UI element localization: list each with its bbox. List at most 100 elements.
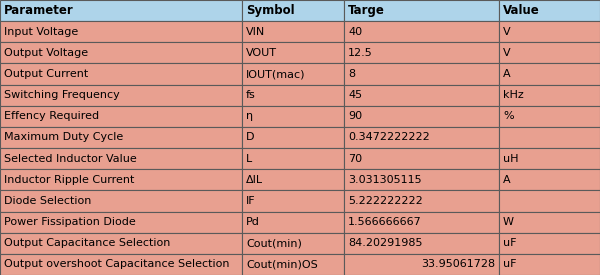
Bar [242,190,344,211]
Bar [0,85,242,106]
Text: V: V [503,27,511,37]
Text: Diode Selection: Diode Selection [4,196,91,206]
Bar [0,21,242,42]
Text: 0.3472222222: 0.3472222222 [348,133,430,142]
Text: V: V [503,48,511,58]
Text: Input Voltage: Input Voltage [4,27,78,37]
Bar [0,127,242,148]
Text: A: A [503,175,511,185]
Text: Value: Value [503,4,540,17]
Text: Power Fissipation Diode: Power Fissipation Diode [4,217,136,227]
Text: 90: 90 [348,111,362,121]
Text: 8: 8 [348,69,355,79]
Bar [0,169,242,190]
Text: 40: 40 [348,27,362,37]
Text: 70: 70 [348,154,362,164]
Bar [344,64,499,85]
Bar [499,148,600,169]
Text: Selected Inductor Value: Selected Inductor Value [4,154,137,164]
Bar [499,0,600,21]
Bar [499,233,600,254]
Text: Output Current: Output Current [4,69,88,79]
Text: fs: fs [246,90,256,100]
Bar [242,21,344,42]
Bar [499,254,600,275]
Text: Output Voltage: Output Voltage [4,48,88,58]
Bar [344,85,499,106]
Bar [344,254,499,275]
Text: 1.566666667: 1.566666667 [348,217,422,227]
Text: Maximum Duty Cycle: Maximum Duty Cycle [4,133,123,142]
Text: Switching Frequency: Switching Frequency [4,90,120,100]
Bar [499,85,600,106]
Text: Cout(min): Cout(min) [246,238,302,248]
Text: kHz: kHz [503,90,524,100]
Text: Pd: Pd [246,217,260,227]
Text: 84.20291985: 84.20291985 [348,238,422,248]
Text: 33.95061728: 33.95061728 [421,259,495,270]
Text: η: η [246,111,253,121]
Bar [242,42,344,64]
Bar [242,254,344,275]
Text: 5.222222222: 5.222222222 [348,196,423,206]
Bar [499,42,600,64]
Bar [344,21,499,42]
Bar [499,190,600,211]
Text: Output Capacitance Selection: Output Capacitance Selection [4,238,170,248]
Bar [344,106,499,127]
Bar [499,106,600,127]
Bar [0,190,242,211]
Bar [344,233,499,254]
Text: L: L [246,154,252,164]
Bar [0,106,242,127]
Text: Targe: Targe [348,4,385,17]
Text: Symbol: Symbol [246,4,295,17]
Bar [0,254,242,275]
Bar [0,233,242,254]
Text: 3.031305115: 3.031305115 [348,175,422,185]
Text: Output overshoot Capacitance Selection: Output overshoot Capacitance Selection [4,259,229,270]
Text: IF: IF [246,196,256,206]
Text: %: % [503,111,514,121]
Bar [242,0,344,21]
Bar [0,42,242,64]
Bar [344,42,499,64]
Text: Effency Required: Effency Required [4,111,99,121]
Text: uF: uF [503,238,517,248]
Bar [344,169,499,190]
Text: Cout(min)OS: Cout(min)OS [246,259,318,270]
Bar [344,190,499,211]
Bar [0,211,242,233]
Text: Inductor Ripple Current: Inductor Ripple Current [4,175,134,185]
Text: uH: uH [503,154,518,164]
Text: VIN: VIN [246,27,265,37]
Bar [242,127,344,148]
Bar [499,64,600,85]
Text: 45: 45 [348,90,362,100]
Bar [242,85,344,106]
Bar [242,148,344,169]
Text: A: A [503,69,511,79]
Text: Parameter: Parameter [4,4,74,17]
Bar [0,148,242,169]
Text: ΔIL: ΔIL [246,175,263,185]
Text: W: W [503,217,514,227]
Text: 12.5: 12.5 [348,48,373,58]
Bar [344,148,499,169]
Bar [242,64,344,85]
Bar [344,127,499,148]
Bar [499,21,600,42]
Bar [499,169,600,190]
Bar [242,211,344,233]
Bar [344,211,499,233]
Bar [242,169,344,190]
Bar [499,127,600,148]
Text: D: D [246,133,254,142]
Bar [242,233,344,254]
Text: VOUT: VOUT [246,48,277,58]
Bar [242,106,344,127]
Bar [344,0,499,21]
Text: uF: uF [503,259,517,270]
Text: IOUT(mac): IOUT(mac) [246,69,305,79]
Bar [0,0,242,21]
